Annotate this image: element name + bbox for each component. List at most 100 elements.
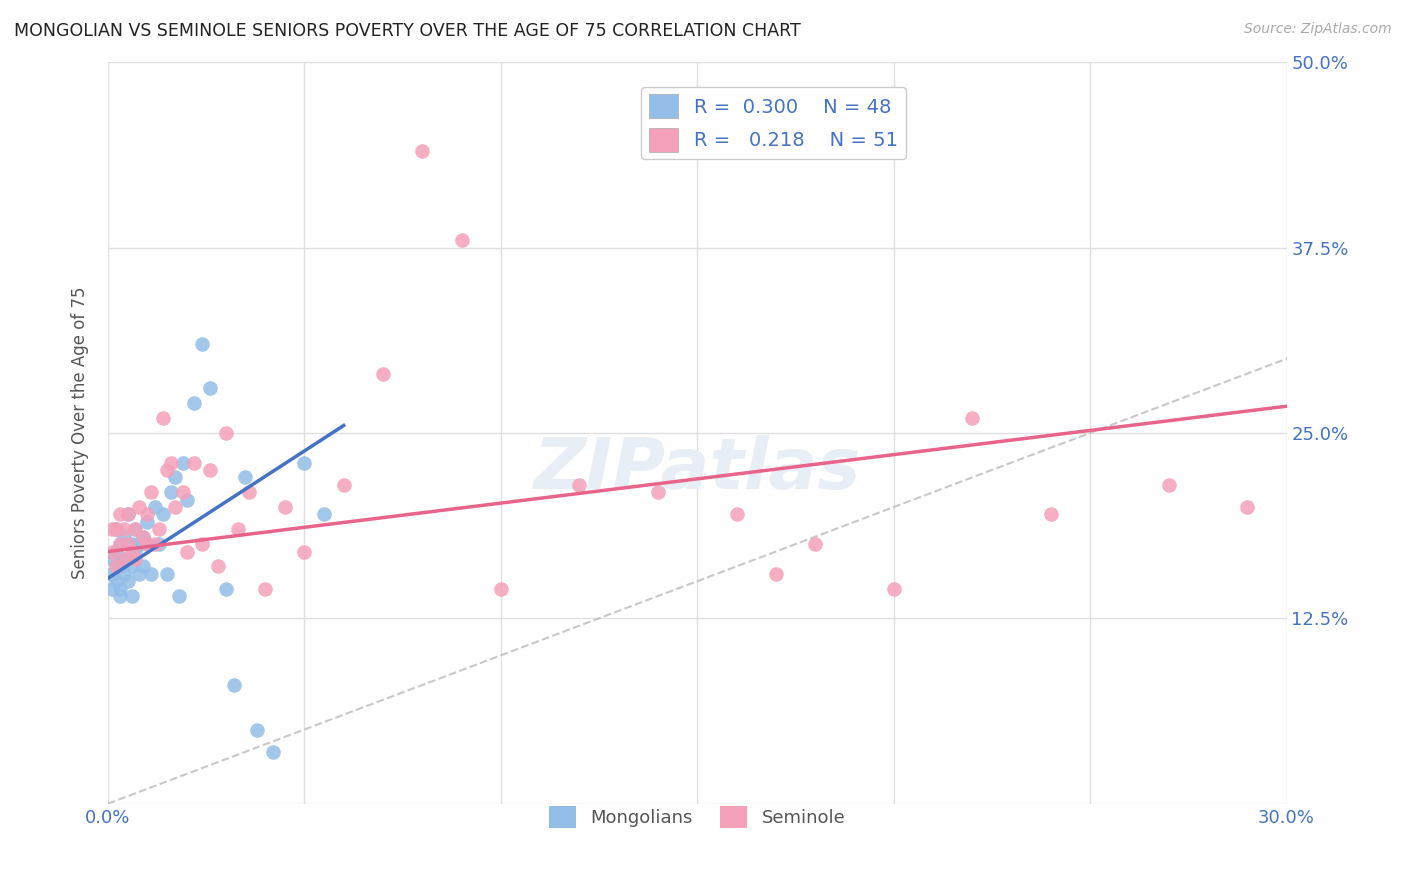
- Point: [156, 566, 179, 581]
- Point: [294, 544, 316, 558]
- Point: [117, 508, 139, 522]
- Point: [156, 463, 179, 477]
- Point: [108, 508, 131, 522]
- Point: [167, 589, 190, 603]
- Point: [804, 537, 827, 551]
- Point: [136, 508, 159, 522]
- Point: [152, 411, 174, 425]
- Point: [274, 500, 297, 514]
- Point: [136, 515, 159, 529]
- Point: [121, 559, 143, 574]
- Point: [132, 530, 155, 544]
- Point: [246, 723, 269, 737]
- Point: [160, 485, 183, 500]
- Point: [148, 537, 170, 551]
- Point: [112, 530, 135, 544]
- Point: [117, 574, 139, 589]
- Point: [176, 492, 198, 507]
- Point: [1157, 477, 1180, 491]
- Point: [124, 544, 146, 558]
- Point: [117, 537, 139, 551]
- Point: [101, 544, 124, 558]
- Point: [108, 582, 131, 596]
- Point: [215, 582, 238, 596]
- Point: [183, 456, 205, 470]
- Text: Source: ZipAtlas.com: Source: ZipAtlas.com: [1244, 22, 1392, 37]
- Point: [148, 522, 170, 536]
- Point: [124, 522, 146, 536]
- Point: [117, 508, 139, 522]
- Point: [112, 522, 135, 536]
- Point: [112, 566, 135, 581]
- Point: [108, 537, 131, 551]
- Point: [450, 233, 472, 247]
- Point: [163, 500, 186, 514]
- Point: [222, 678, 245, 692]
- Point: [128, 537, 150, 551]
- Point: [143, 537, 166, 551]
- Point: [104, 574, 127, 589]
- Point: [108, 537, 131, 551]
- Point: [172, 456, 194, 470]
- Point: [108, 589, 131, 603]
- Point: [1236, 500, 1258, 514]
- Point: [962, 411, 984, 425]
- Point: [215, 425, 238, 440]
- Point: [371, 367, 394, 381]
- Point: [226, 522, 249, 536]
- Point: [647, 485, 669, 500]
- Point: [128, 500, 150, 514]
- Point: [101, 582, 124, 596]
- Point: [101, 552, 124, 566]
- Point: [128, 566, 150, 581]
- Point: [191, 537, 214, 551]
- Point: [101, 522, 124, 536]
- Point: [112, 552, 135, 566]
- Legend: Mongolians, Seminole: Mongolians, Seminole: [541, 799, 852, 836]
- Point: [172, 485, 194, 500]
- Point: [121, 589, 143, 603]
- Point: [183, 396, 205, 410]
- Point: [1039, 508, 1062, 522]
- Point: [152, 508, 174, 522]
- Point: [207, 559, 229, 574]
- Point: [765, 566, 787, 581]
- Point: [121, 544, 143, 558]
- Point: [136, 537, 159, 551]
- Point: [117, 537, 139, 551]
- Point: [117, 552, 139, 566]
- Point: [104, 559, 127, 574]
- Point: [104, 544, 127, 558]
- Point: [104, 522, 127, 536]
- Point: [136, 537, 159, 551]
- Point: [489, 582, 512, 596]
- Point: [124, 552, 146, 566]
- Point: [254, 582, 277, 596]
- Point: [104, 522, 127, 536]
- Y-axis label: Seniors Poverty Over the Age of 75: Seniors Poverty Over the Age of 75: [72, 286, 89, 579]
- Point: [108, 559, 131, 574]
- Point: [112, 552, 135, 566]
- Point: [238, 485, 260, 500]
- Point: [332, 477, 354, 491]
- Point: [132, 530, 155, 544]
- Point: [411, 144, 433, 158]
- Point: [198, 381, 221, 395]
- Point: [124, 522, 146, 536]
- Point: [235, 470, 257, 484]
- Point: [568, 477, 591, 491]
- Point: [725, 508, 748, 522]
- Point: [141, 485, 163, 500]
- Point: [163, 470, 186, 484]
- Point: [883, 582, 905, 596]
- Point: [176, 544, 198, 558]
- Text: ZIPatlas: ZIPatlas: [534, 435, 860, 505]
- Point: [132, 559, 155, 574]
- Point: [101, 566, 124, 581]
- Point: [262, 745, 284, 759]
- Point: [198, 463, 221, 477]
- Point: [141, 566, 163, 581]
- Point: [121, 537, 143, 551]
- Point: [312, 508, 335, 522]
- Point: [143, 500, 166, 514]
